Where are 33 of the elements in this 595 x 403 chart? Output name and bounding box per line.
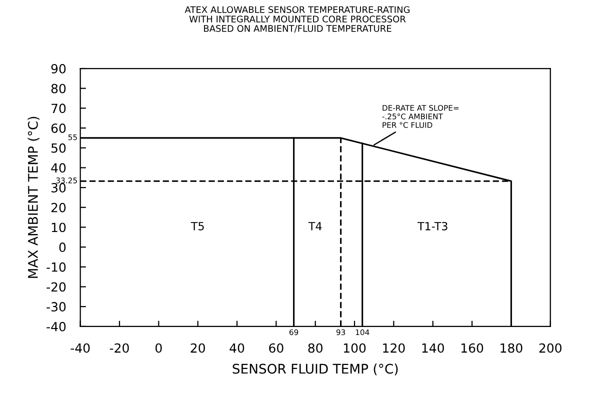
y-tick-label: 70	[52, 104, 66, 114]
y-tick-label: 60	[51, 124, 66, 133]
x-tick-label: 100	[344, 343, 366, 353]
y-tick-label: -20	[46, 282, 66, 292]
y-tick-label: 20	[51, 202, 66, 212]
y-tick-label: 0	[59, 242, 66, 252]
x-tick-label: 180	[500, 343, 522, 353]
annotation: T4	[308, 222, 322, 230]
y-tick-label: 40	[51, 163, 66, 173]
x-tick-label: 200	[539, 343, 562, 353]
x-tick-label: 160	[461, 343, 484, 353]
y-axis-title: MAX AMBIENT TEMP (°C)	[28, 116, 40, 278]
x-tick-label: 80	[308, 343, 322, 353]
x-tick-label: 20	[190, 343, 205, 353]
x-tick-label: 140	[422, 343, 444, 353]
y-tick-label: -30	[46, 302, 66, 312]
x-tick-label: 40	[230, 343, 244, 353]
chart-title: ATEX ALLOWABLE SENSOR TEMPERATURE-RATING WITH INTEGRALLY MOUNTED CORE PROCESSOR BASED ON AMBIENT/FLUID TEMPERATURE	[184, 6, 410, 33]
y-tick-label: 80	[51, 84, 66, 94]
y-tick-label: 50	[51, 143, 66, 153]
y-tick-label: 10	[52, 222, 66, 232]
y-tick-label: 30	[51, 183, 66, 192]
y-tick-label: -40	[46, 322, 66, 332]
annotation: T1-T3	[417, 222, 448, 230]
x-tick-label: -20	[110, 343, 129, 353]
y-tick-label: -10	[46, 262, 66, 272]
y-tick-label: 90	[51, 64, 66, 74]
x-axis-title: SENSOR FLUID TEMP (°C)	[232, 364, 398, 376]
x-tick-label: 120	[383, 343, 405, 353]
x-tick-label: 60	[269, 343, 284, 353]
x-tick-label: -40	[70, 343, 90, 353]
x-tick-label: 0	[156, 343, 162, 353]
annotation: T5	[190, 222, 204, 230]
